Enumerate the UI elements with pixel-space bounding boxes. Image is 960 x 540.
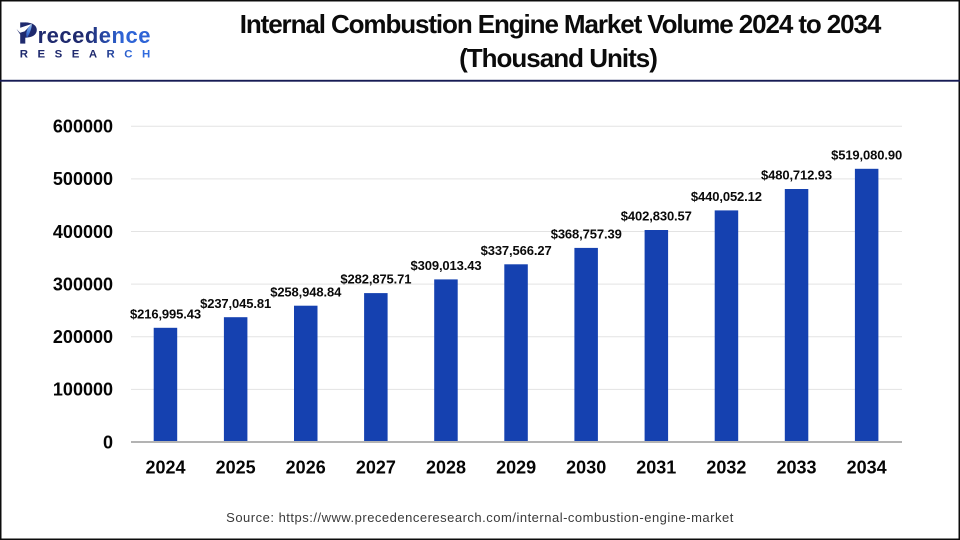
svg-text:Internal Combustion Engine Mar: Internal Combustion Engine Market Volume… (240, 9, 882, 39)
svg-text:2029: 2029 (496, 458, 536, 478)
svg-text:100000: 100000 (53, 380, 113, 400)
svg-text:$440,052.12: $440,052.12 (691, 189, 762, 204)
svg-text:(Thousand Units): (Thousand Units) (459, 43, 657, 73)
svg-text:2025: 2025 (216, 458, 256, 478)
svg-text:2024: 2024 (145, 458, 185, 478)
svg-text:$480,712.93: $480,712.93 (761, 168, 832, 183)
svg-text:2033: 2033 (776, 458, 816, 478)
svg-text:600000: 600000 (53, 117, 113, 137)
svg-text:$258,948.84: $258,948.84 (270, 284, 342, 299)
svg-text:400000: 400000 (53, 222, 113, 242)
svg-text:200000: 200000 (53, 327, 113, 347)
svg-text:$402,830.57: $402,830.57 (621, 209, 692, 224)
svg-text:$368,757.39: $368,757.39 (551, 227, 622, 242)
svg-text:RESEARCH: RESEARCH (20, 48, 160, 60)
svg-text:500000: 500000 (53, 169, 113, 189)
svg-text:300000: 300000 (53, 274, 113, 294)
svg-text:$282,875.71: $282,875.71 (340, 272, 411, 287)
svg-text:0: 0 (103, 432, 113, 452)
svg-text:$237,045.81: $237,045.81 (200, 296, 271, 311)
svg-text:2026: 2026 (286, 458, 326, 478)
svg-text:$216,995.43: $216,995.43 (130, 306, 201, 321)
svg-text:2028: 2028 (426, 458, 466, 478)
svg-text:2031: 2031 (636, 458, 676, 478)
svg-text:Source: https://www.precedence: Source: https://www.precedenceresearch.c… (226, 510, 734, 525)
svg-text:$519,080.90: $519,080.90 (831, 147, 902, 162)
svg-text:2034: 2034 (847, 458, 887, 478)
svg-text:2032: 2032 (706, 458, 746, 478)
svg-text:$337,566.27: $337,566.27 (481, 243, 552, 258)
svg-text:$309,013.43: $309,013.43 (411, 258, 482, 273)
svg-text:2030: 2030 (566, 458, 606, 478)
svg-text:recedence: recedence (38, 23, 151, 48)
svg-text:2027: 2027 (356, 458, 396, 478)
